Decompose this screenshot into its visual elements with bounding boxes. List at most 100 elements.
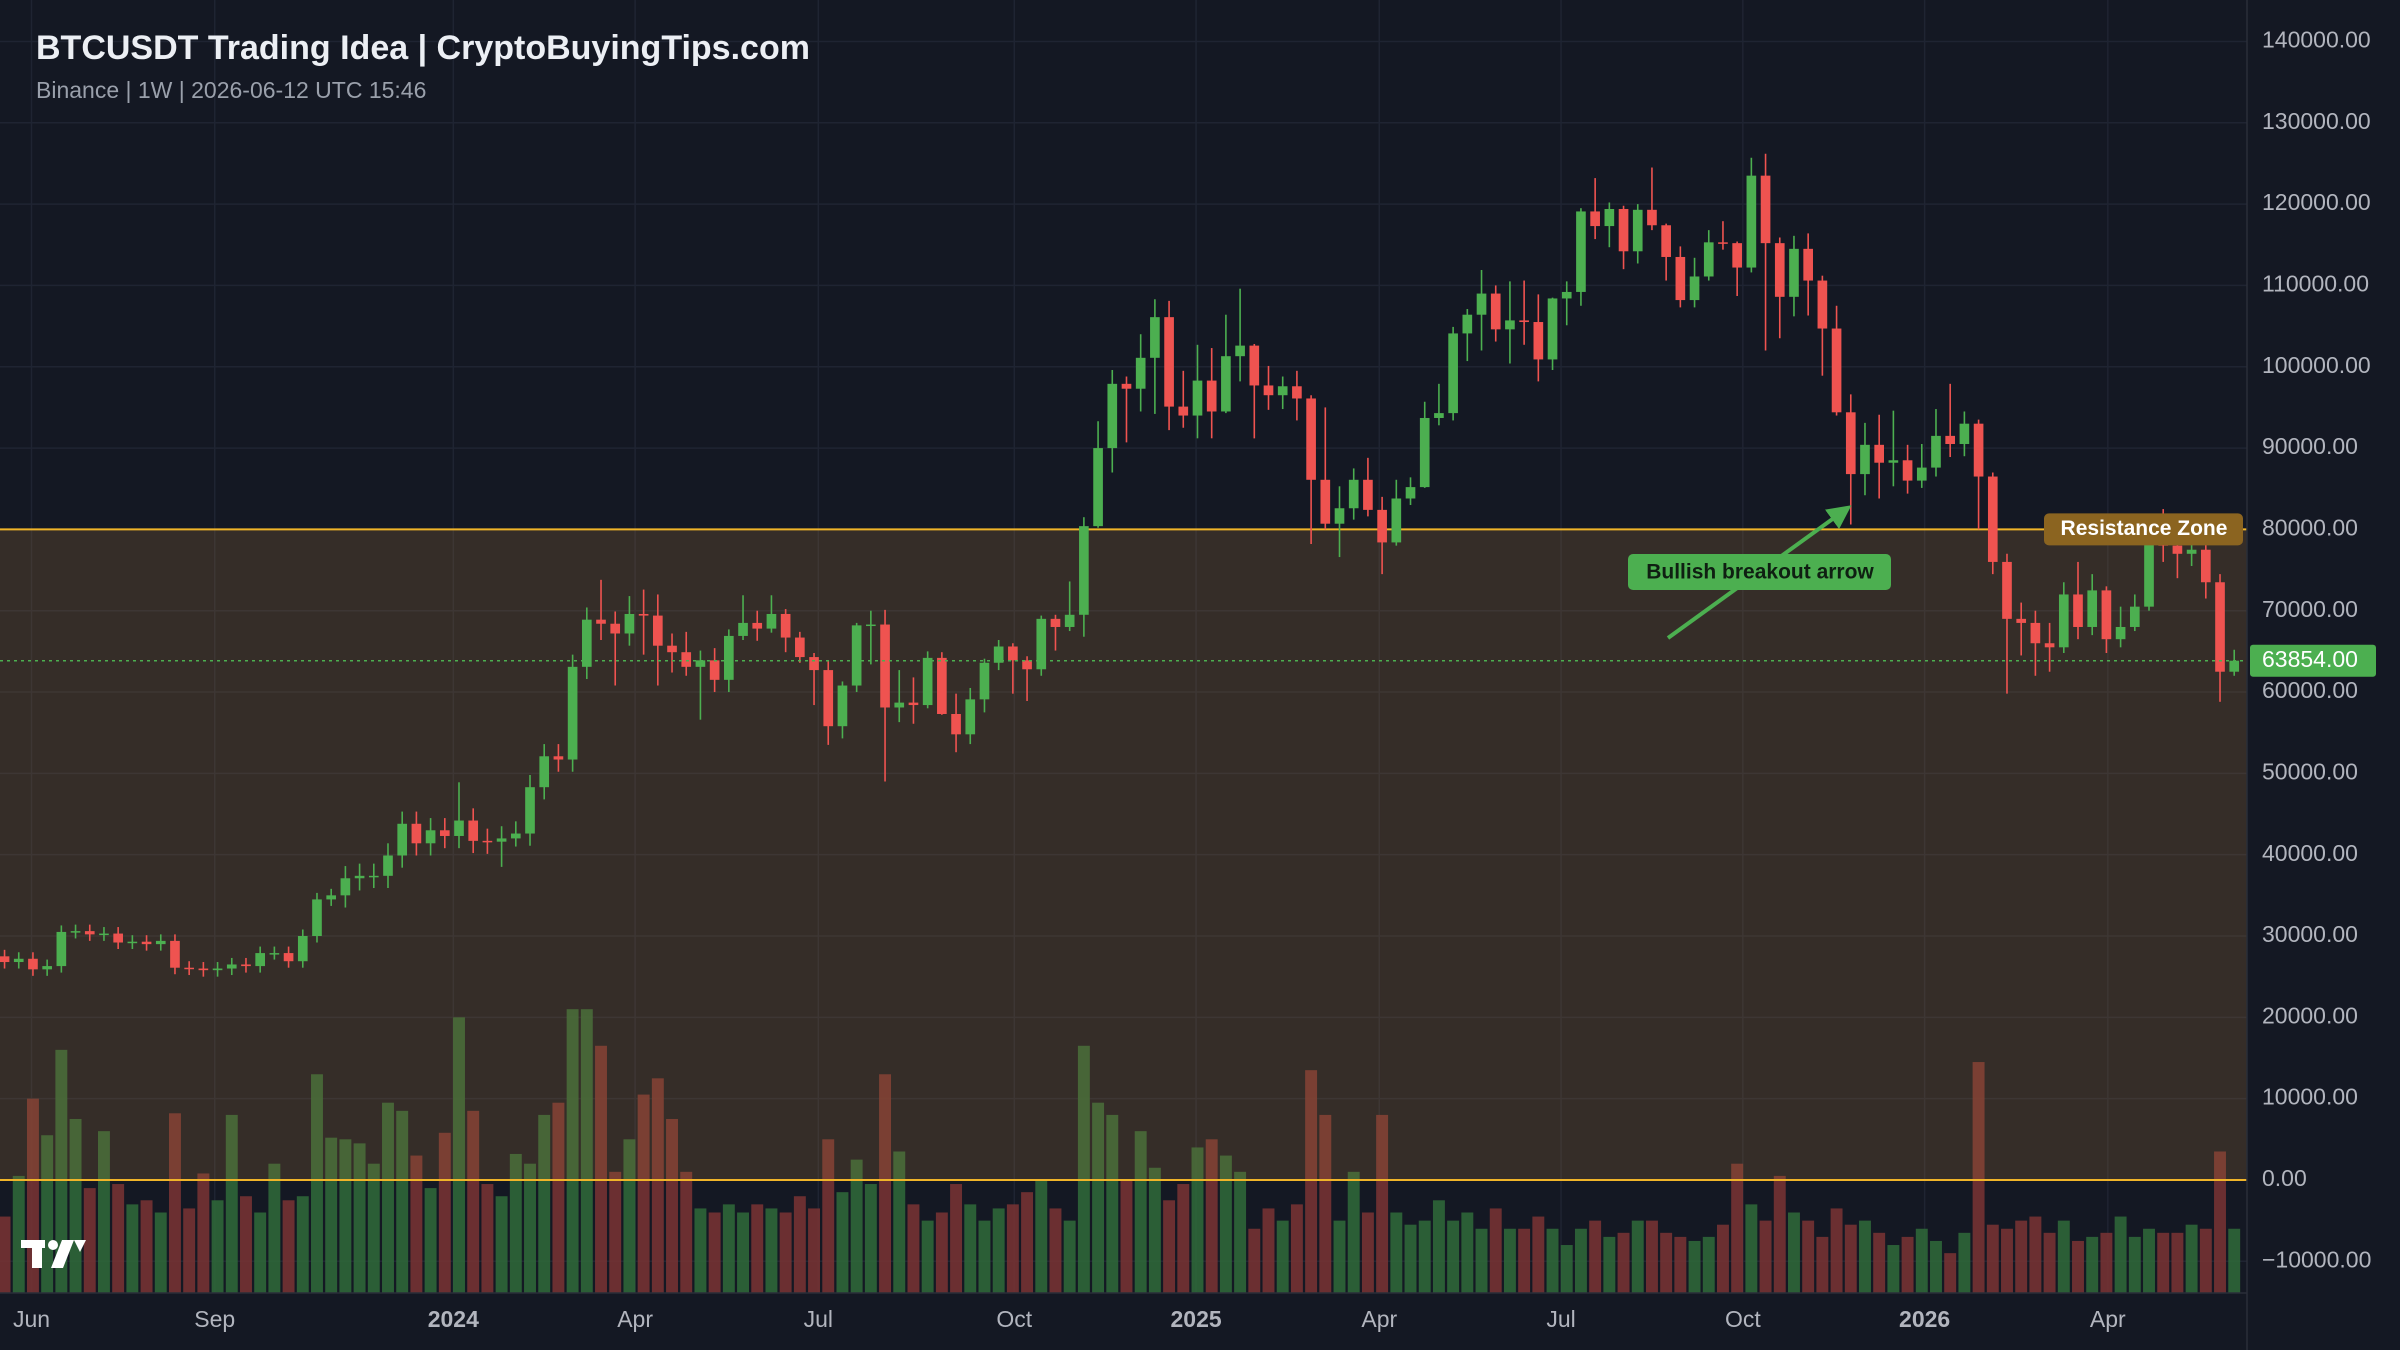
candle-body [42,966,52,970]
volume-bar [1731,1163,1744,1293]
y-tick-label: 130000.00 [2262,108,2371,134]
candle-body [1192,380,1203,416]
volume-bar [1631,1220,1644,1293]
zone-label-box [2044,513,2243,546]
logo-part [32,1240,42,1268]
volume-bar [1418,1220,1431,1293]
candle-body [184,967,194,970]
candle-body [13,958,24,963]
volume-bar [2043,1232,2056,1293]
volume-bar [353,1143,366,1293]
volume-bar [1248,1228,1261,1293]
candle-body [2144,541,2154,607]
volume-bar [69,1118,82,1293]
candle-body [1235,345,1245,357]
x-tick-label: Jul [804,1306,833,1332]
candle-body [709,660,720,680]
candle-body [1860,444,1870,475]
candle-body [127,941,138,944]
candle-body [2129,606,2140,627]
volume-bar [0,1216,11,1293]
annotation: Bullish breakout arrow [1628,505,1891,640]
volume-bar [1589,1220,1602,1293]
candle-body [2044,643,2055,648]
volume-bar [1674,1236,1687,1293]
volume-bar [595,1045,607,1293]
candle-body [1874,444,1885,463]
volume-bar [1006,1204,1019,1293]
candle-body [1348,479,1359,509]
candle-body [1902,460,1913,481]
candle-body [667,645,677,653]
candle-body [226,964,237,969]
candle-body [2200,549,2211,583]
volume-bar [169,1113,181,1293]
candle-body [439,830,450,836]
volume-bar [453,1017,465,1293]
candle-body [809,657,819,671]
volume-bar [552,1102,565,1293]
logo-part [48,1240,58,1250]
candle-body [795,637,805,658]
logo [21,1240,86,1268]
candle-body [752,622,763,629]
volume-bar [1290,1204,1303,1293]
volume-bar [2015,1220,2028,1293]
candle-body [1263,385,1274,396]
volume-bar [1716,1224,1729,1293]
volume-bar [225,1114,238,1293]
volume-bar [1830,1208,1843,1293]
candle-body [1618,208,1629,252]
candle-body [1845,412,1856,475]
volume-bar [964,1204,977,1293]
candle-body [2073,594,2083,627]
y-tick-label: 30000.00 [2262,921,2358,947]
volume-bar [1759,1220,1772,1293]
volume-bar [311,1074,323,1293]
volume-bar [879,1074,892,1293]
volume-bar [495,1196,508,1293]
volume-bar [382,1102,394,1293]
candle-body [766,613,777,629]
volume-bar [637,1094,650,1293]
volume-bar [140,1200,153,1293]
candle-body [1434,413,1444,418]
candle-body [1959,423,1970,445]
zone [0,528,2247,1181]
volume-bar [2214,1151,2226,1293]
volume-bar [793,1196,806,1293]
volume-bar [126,1204,139,1293]
volume-bar [41,1135,54,1293]
y-tick-label: 100000.00 [2262,352,2371,378]
candle-body [1505,320,1515,330]
annotation-text: Bullish breakout arrow [1646,561,1874,584]
volume-bar [1077,1045,1090,1293]
zone-fill [0,529,2247,1180]
x-tick-label: Oct [996,1306,1032,1332]
candle-body [1647,209,1657,226]
volume-bar [893,1151,906,1293]
volume-bar [339,1139,352,1293]
candle-body [2101,590,2112,640]
candle-body [1490,293,1501,330]
candle-body [354,875,365,879]
volume-bar [1503,1228,1516,1293]
volume-bar [1035,1179,1048,1293]
volume-bar [1106,1114,1119,1293]
candle-body [340,878,351,896]
volume-bar [1901,1236,1914,1293]
volume-bar [1702,1236,1715,1293]
volume-bar [410,1155,423,1293]
volume-bar [1177,1184,1190,1293]
y-tick-label: 20000.00 [2262,1002,2358,1028]
chart-title: BTCUSDT Trading Idea | CryptoBuyingTips.… [36,29,810,67]
volume-bar [1148,1167,1161,1293]
candle-body [610,623,621,634]
candle-body [1050,618,1061,627]
volume-bar [1617,1232,1630,1293]
volume-bar [1532,1216,1545,1293]
volume-bar [765,1208,778,1293]
volume-bar [268,1163,281,1293]
candle-body [1292,386,1302,399]
candle-body [99,933,109,936]
